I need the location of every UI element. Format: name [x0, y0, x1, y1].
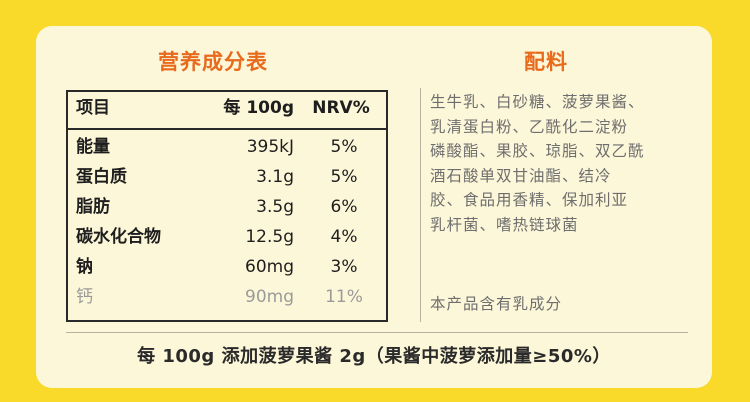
row-amount: 90mg — [245, 287, 294, 307]
row-name: 蛋白质 — [76, 167, 127, 187]
ingredients-line: 酒石酸单双甘油酯、结冷 — [430, 166, 612, 185]
row-nrv: 11% — [325, 287, 363, 307]
ingredients-list: 生牛乳、白砂糖、菠萝果酱、 乳清蛋白粉、乙酰化二淀粉 磷酸酯、果胶、琼脂、双乙酰… — [430, 90, 698, 237]
table-row-carbohydrate: 碳水化合物 12.5g 4% — [68, 222, 386, 252]
row-amount: 12.5g — [245, 227, 294, 247]
table-row-calcium: 钙 90mg 11% — [68, 282, 386, 312]
header-divider — [68, 128, 386, 130]
row-name: 能量 — [76, 137, 110, 157]
nutrition-title: 营养成分表 — [158, 50, 268, 74]
table-row-fat: 脂肪 3.5g 6% — [68, 192, 386, 222]
row-name: 碳水化合物 — [76, 227, 161, 247]
row-nrv: 6% — [330, 197, 358, 217]
row-nrv: 4% — [330, 227, 358, 247]
label-panel: 营养成分表 配料 项目 每 100g NRV% 能量 395kJ 5% 蛋白质 … — [36, 26, 712, 388]
ingredients-line: 乳杆菌、嗜热链球菌 — [430, 215, 579, 234]
row-amount: 3.5g — [256, 197, 294, 217]
row-nrv: 5% — [330, 137, 358, 157]
allergen-note: 本产品含有乳成分 — [430, 295, 563, 313]
ingredients-line: 生牛乳、白砂糖、菠萝果酱、 — [430, 93, 645, 111]
nutrition-header-row: 项目 每 100g NRV% — [68, 92, 386, 126]
table-row-sodium: 钠 60mg 3% — [68, 252, 386, 282]
header-per-100g: 每 100g — [223, 98, 294, 118]
footer-divider — [66, 332, 688, 333]
row-nrv: 3% — [330, 257, 358, 277]
ingredients-line: 胶、食品用香精、保加利亚 — [430, 191, 629, 209]
row-amount: 3.1g — [256, 167, 294, 187]
header-nrv: NRV% — [312, 98, 370, 118]
header-item: 项目 — [76, 98, 110, 118]
nutrition-table: 项目 每 100g NRV% 能量 395kJ 5% 蛋白质 3.1g 5% 脂… — [66, 90, 388, 322]
ingredients-line: 乳清蛋白粉、乙酰化二淀粉 — [430, 117, 629, 136]
table-row-protein: 蛋白质 3.1g 5% — [68, 162, 386, 192]
table-row-energy: 能量 395kJ 5% — [68, 132, 386, 162]
row-amount: 395kJ — [246, 137, 294, 157]
footer-note: 每 100g 添加菠萝果酱 2g（果酱中菠萝添加量≥50%） — [137, 346, 611, 367]
row-name: 钠 — [76, 257, 93, 277]
column-divider — [420, 88, 421, 322]
row-name: 脂肪 — [76, 197, 110, 217]
ingredients-line: 磷酸酯、果胶、琼脂、双乙酰 — [430, 142, 645, 160]
row-amount: 60mg — [245, 257, 294, 277]
ingredients-title: 配料 — [524, 50, 568, 74]
row-name: 钙 — [76, 287, 93, 307]
row-nrv: 5% — [330, 167, 358, 187]
